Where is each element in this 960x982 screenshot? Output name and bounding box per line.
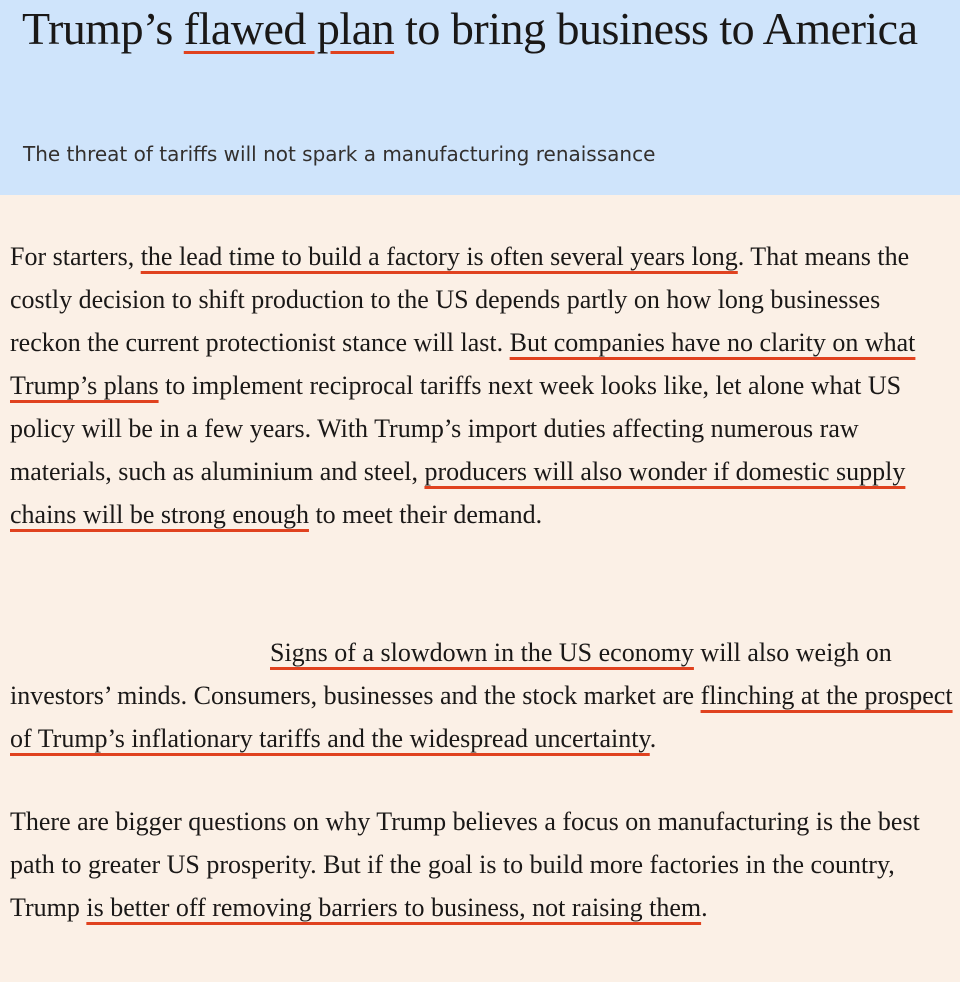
paragraph-2-text: .: [649, 724, 657, 753]
article-header: Trump’s flawed plan to bring business to…: [0, 0, 960, 195]
paragraph-1-highlight: the lead time to build a factory is ofte…: [140, 242, 738, 271]
article-paragraph-1: For starters, the lead time to build a f…: [10, 235, 956, 536]
paragraph-2-highlight: flinching at the prospect of Trump’s inf…: [10, 681, 953, 753]
paragraph-1-highlight: But companies have no clarity on what Tr…: [10, 328, 916, 400]
headline-text-end: to bring business to America: [394, 3, 918, 54]
article-standfirst: The threat of tariffs will not spark a m…: [23, 142, 656, 166]
article-headline: Trump’s flawed plan to bring business to…: [22, 2, 942, 56]
paragraph-1-text: to meet their demand.: [308, 500, 543, 529]
paragraph-3-text: There are bigger questions on why Trump …: [10, 807, 920, 922]
paragraph-3-highlight: is better off removing barriers to busin…: [86, 893, 702, 922]
paragraph-3-text: .: [701, 893, 708, 922]
article-paragraph-2: Signs of a slowdown in the US economy wi…: [10, 631, 956, 760]
paragraph-2-text: will also weigh on investors’ minds. Con…: [10, 638, 892, 710]
paragraph-1-text: For starters,: [10, 242, 141, 271]
paragraph-1-highlight: producers will also wonder if domestic s…: [10, 457, 906, 529]
article-paragraph-3: There are bigger questions on why Trump …: [10, 800, 956, 929]
paragraph-1-text: . That means the costly decision to shif…: [10, 242, 910, 357]
headline-text-start: Trump’s: [22, 3, 184, 54]
headline-highlight: flawed plan: [183, 3, 395, 54]
paragraph-2-highlight: Signs of a slowdown in the US economy: [270, 638, 694, 667]
paragraph-1-text: to implement reciprocal tariffs next wee…: [10, 371, 902, 486]
